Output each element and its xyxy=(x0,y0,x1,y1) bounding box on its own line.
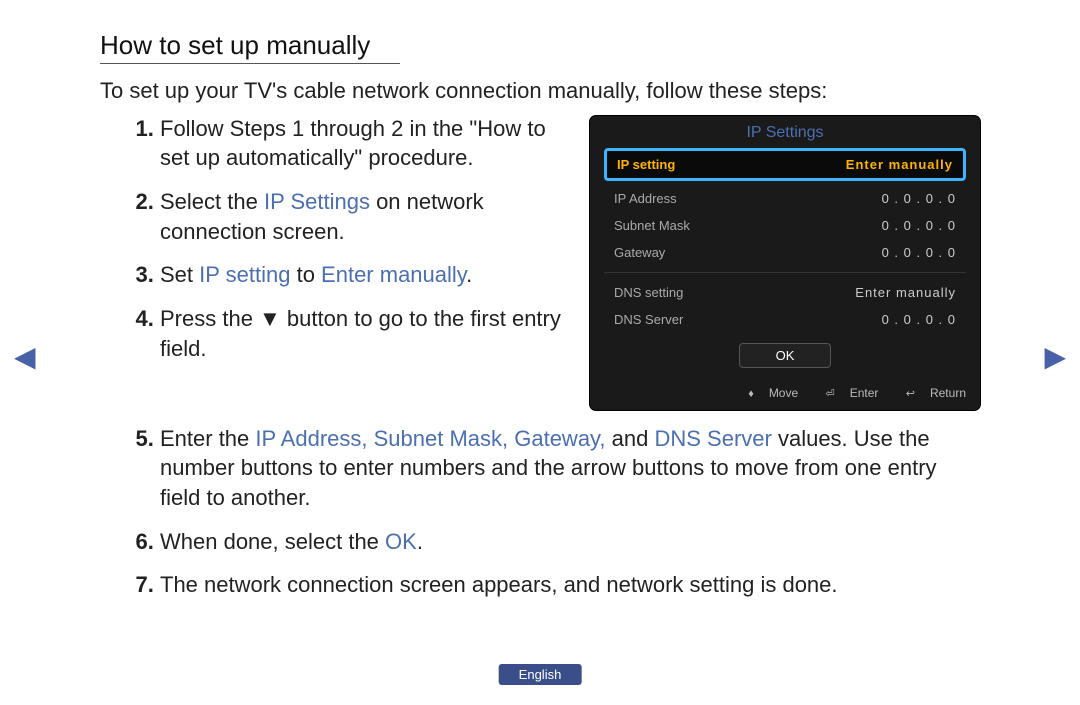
label-ip-setting: IP setting xyxy=(617,157,675,172)
row-ip-address[interactable]: IP Address 0 . 0 . 0 . 0 xyxy=(604,185,966,212)
row-dns-setting[interactable]: DNS setting Enter manually xyxy=(604,279,966,306)
row-gateway[interactable]: Gateway 0 . 0 . 0 . 0 xyxy=(604,239,966,266)
value-ip-setting: Enter manually xyxy=(846,157,953,172)
value-dns-setting: Enter manually xyxy=(855,285,956,300)
separator xyxy=(604,272,966,273)
move-icon: ♦ xyxy=(748,388,754,400)
step-7: The network connection screen appears, a… xyxy=(160,570,980,600)
panel-hints: ♦Move ⏎Enter ↩Return xyxy=(590,378,980,410)
row-ip-setting[interactable]: IP setting Enter manually xyxy=(604,148,966,181)
page-title: How to set up manually xyxy=(100,30,400,64)
label-dns-setting: DNS setting xyxy=(614,285,683,300)
nav-next-icon[interactable]: ▶ xyxy=(1044,340,1066,373)
step-4: Press the ▼ button to go to the first en… xyxy=(160,304,572,363)
step-5: Enter the IP Address, Subnet Mask, Gatew… xyxy=(160,424,980,513)
value-dns-server: 0 . 0 . 0 . 0 xyxy=(882,312,956,327)
value-gateway: 0 . 0 . 0 . 0 xyxy=(882,245,956,260)
label-gateway: Gateway xyxy=(614,245,665,260)
panel-title: IP Settings xyxy=(590,116,980,148)
step-2: Select the IP Settings on network connec… xyxy=(160,187,572,246)
label-subnet-mask: Subnet Mask xyxy=(614,218,690,233)
language-pill: English xyxy=(499,664,582,685)
step-3: Set IP setting to Enter manually. xyxy=(160,260,572,290)
return-icon: ↩ xyxy=(906,388,915,400)
ip-settings-panel: IP Settings IP setting Enter manually IP… xyxy=(590,116,980,410)
step-1: Follow Steps 1 through 2 in the "How to … xyxy=(160,114,572,173)
ok-button[interactable]: OK xyxy=(739,343,831,368)
nav-prev-icon[interactable]: ◀ xyxy=(14,340,36,373)
label-dns-server: DNS Server xyxy=(614,312,683,327)
step-6: When done, select the OK. xyxy=(160,527,980,557)
label-ip-address: IP Address xyxy=(614,191,677,206)
enter-icon: ⏎ xyxy=(826,388,835,400)
intro-text: To set up your TV's cable network connec… xyxy=(100,76,980,106)
value-ip-address: 0 . 0 . 0 . 0 xyxy=(882,191,956,206)
row-dns-server[interactable]: DNS Server 0 . 0 . 0 . 0 xyxy=(604,306,966,333)
value-subnet-mask: 0 . 0 . 0 . 0 xyxy=(882,218,956,233)
row-subnet-mask[interactable]: Subnet Mask 0 . 0 . 0 . 0 xyxy=(604,212,966,239)
